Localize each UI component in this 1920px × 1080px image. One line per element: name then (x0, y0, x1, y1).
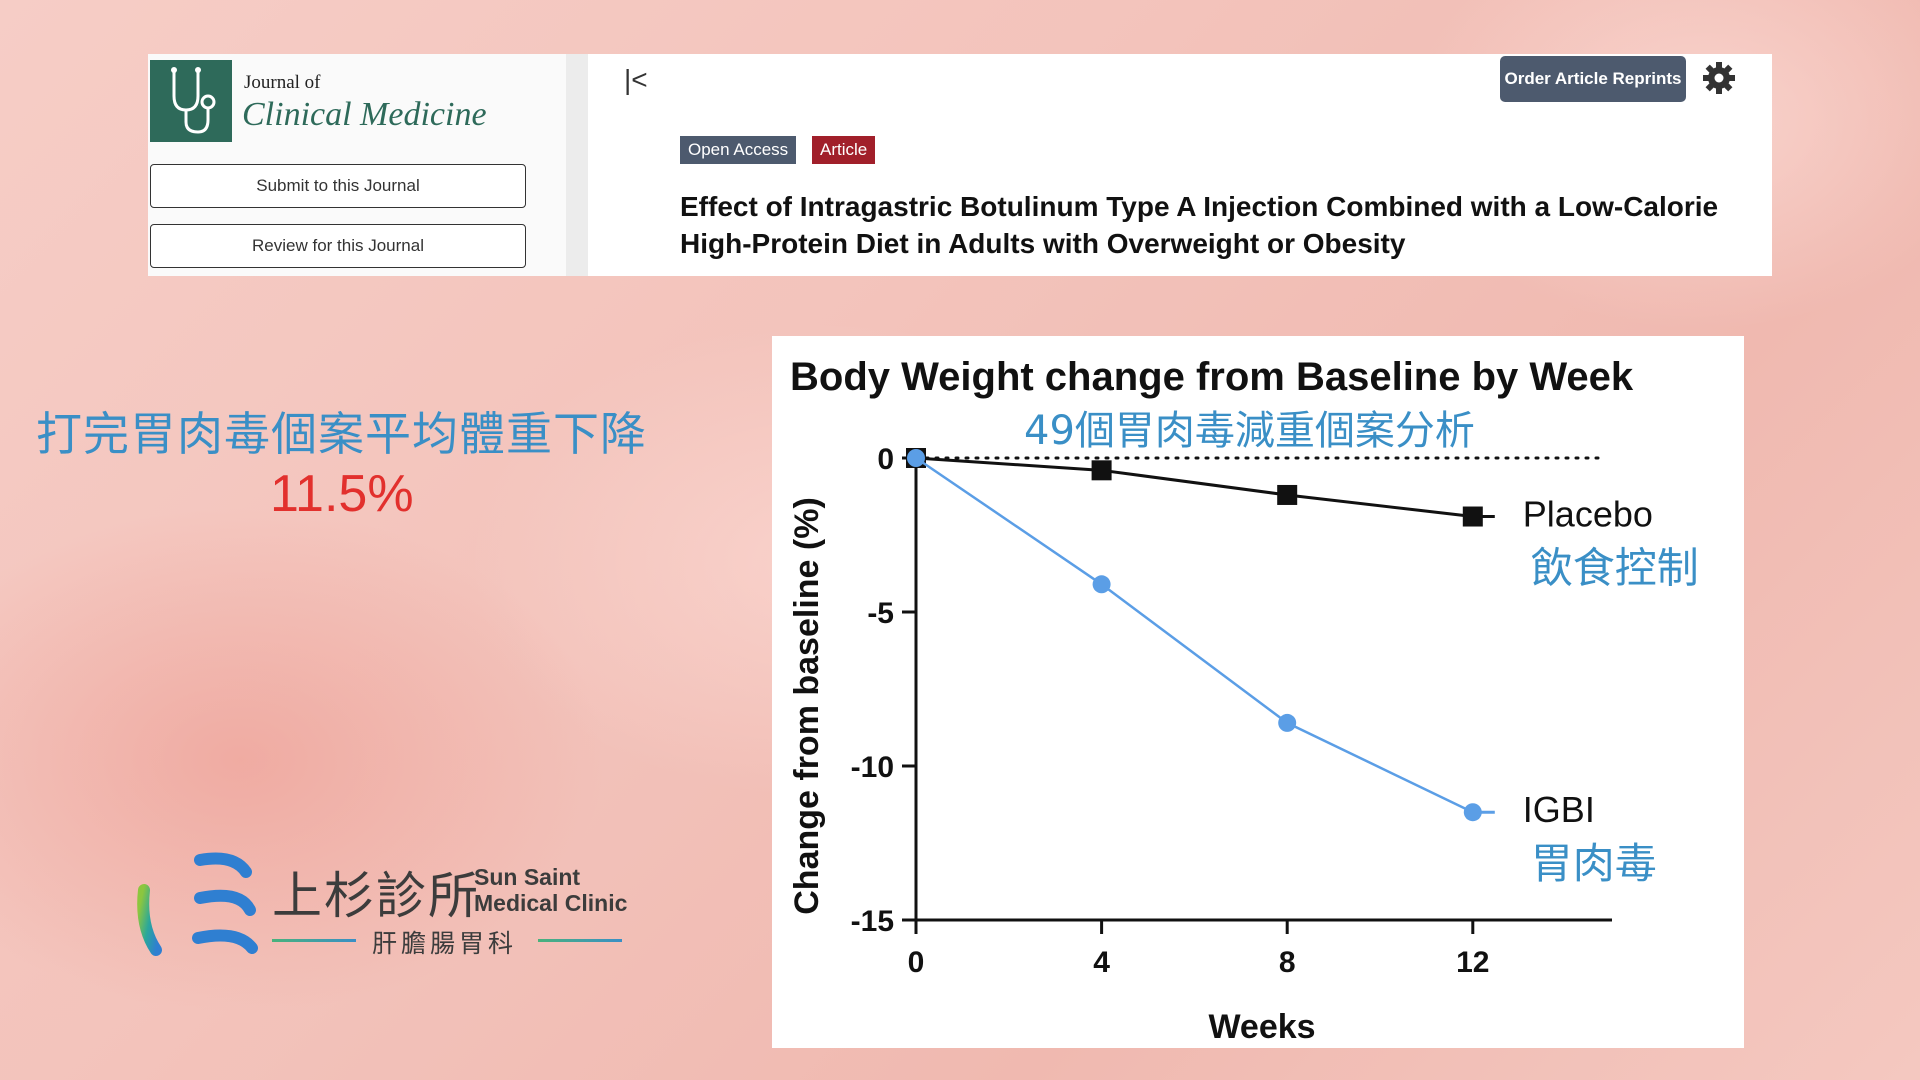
chart-panel: Body Weight change from Baseline by Week… (772, 336, 1744, 1048)
clinic-name-en-line1: Sun Saint (474, 864, 581, 890)
chart-title: Body Weight change from Baseline by Week (790, 355, 1634, 399)
data-point-igbi (1278, 713, 1297, 732)
series-label-cn-igbi: 胃肉毒 (1531, 839, 1657, 888)
journal-sidebar: Journal of Clinical Medicine Submit to t… (148, 54, 566, 276)
journal-logo (150, 60, 232, 142)
x-axis-label: Weeks (1208, 1008, 1315, 1046)
data-point-placebo (1462, 506, 1483, 527)
open-access-badge: Open Access (680, 136, 797, 164)
y-axis-label: Change from baseline (%) (788, 497, 826, 915)
sidebar-divider (566, 54, 588, 276)
data-point-igbi (1463, 803, 1482, 822)
journal-name: Clinical Medicine (242, 96, 487, 133)
submit-to-journal-button[interactable]: Submit to this Journal (150, 164, 526, 208)
collapse-sidebar-icon[interactable]: |< (624, 64, 648, 95)
gear-icon[interactable] (1701, 60, 1737, 96)
data-point-placebo (1091, 460, 1112, 481)
chart-subtitle: 49個胃肉毒減重個案分析 (1024, 408, 1475, 454)
clinic-name-cn: 上杉診所 (272, 868, 480, 924)
clinic-divider-left (272, 939, 356, 942)
journal-of-label: Journal of (244, 72, 321, 93)
article-badge: Article (812, 136, 876, 164)
promo-value: 11.5% (270, 465, 414, 523)
clinic-divider-right (538, 939, 622, 942)
series-label-cn-placebo: 飲食控制 (1531, 544, 1699, 593)
series-line-placebo (915, 456, 1473, 519)
order-reprints-button[interactable]: Order Article Reprints (1500, 56, 1686, 102)
series-label-placebo: Placebo (1523, 494, 1653, 535)
series-label-igbi: IGBI (1523, 789, 1595, 830)
clinic-department: 肝膽腸胃科 (372, 930, 518, 958)
weight-change-chart: Body Weight change from Baseline by Week… (788, 355, 1699, 1046)
x-tick-label: 0 (908, 946, 925, 979)
promo-headline: 打完胃肉毒個案平均體重下降 (36, 408, 647, 460)
article-title: Effect of Intragastric Botulinum Type A … (680, 191, 1719, 259)
x-tick-label: 4 (1093, 946, 1110, 979)
x-tick-label: 8 (1279, 946, 1296, 979)
y-tick-label: -10 (851, 751, 894, 784)
data-point-igbi (907, 449, 925, 467)
y-tick-label: -5 (867, 597, 894, 630)
stethoscope-icon (171, 67, 216, 134)
journal-header-card: Journal of Clinical Medicine Submit to t… (148, 54, 1772, 276)
data-point-igbi (1092, 575, 1111, 594)
y-tick-label: -15 (851, 905, 894, 938)
y-tick-label: 0 (877, 443, 894, 476)
review-for-journal-button[interactable]: Review for this Journal (150, 224, 526, 268)
clinic-logo-icon (137, 846, 258, 964)
series-line-igbi (915, 456, 1474, 814)
x-tick-label: 12 (1456, 946, 1489, 979)
clinic-name-en-line2: Medical Clinic (474, 890, 628, 916)
data-point-placebo (1277, 484, 1298, 505)
